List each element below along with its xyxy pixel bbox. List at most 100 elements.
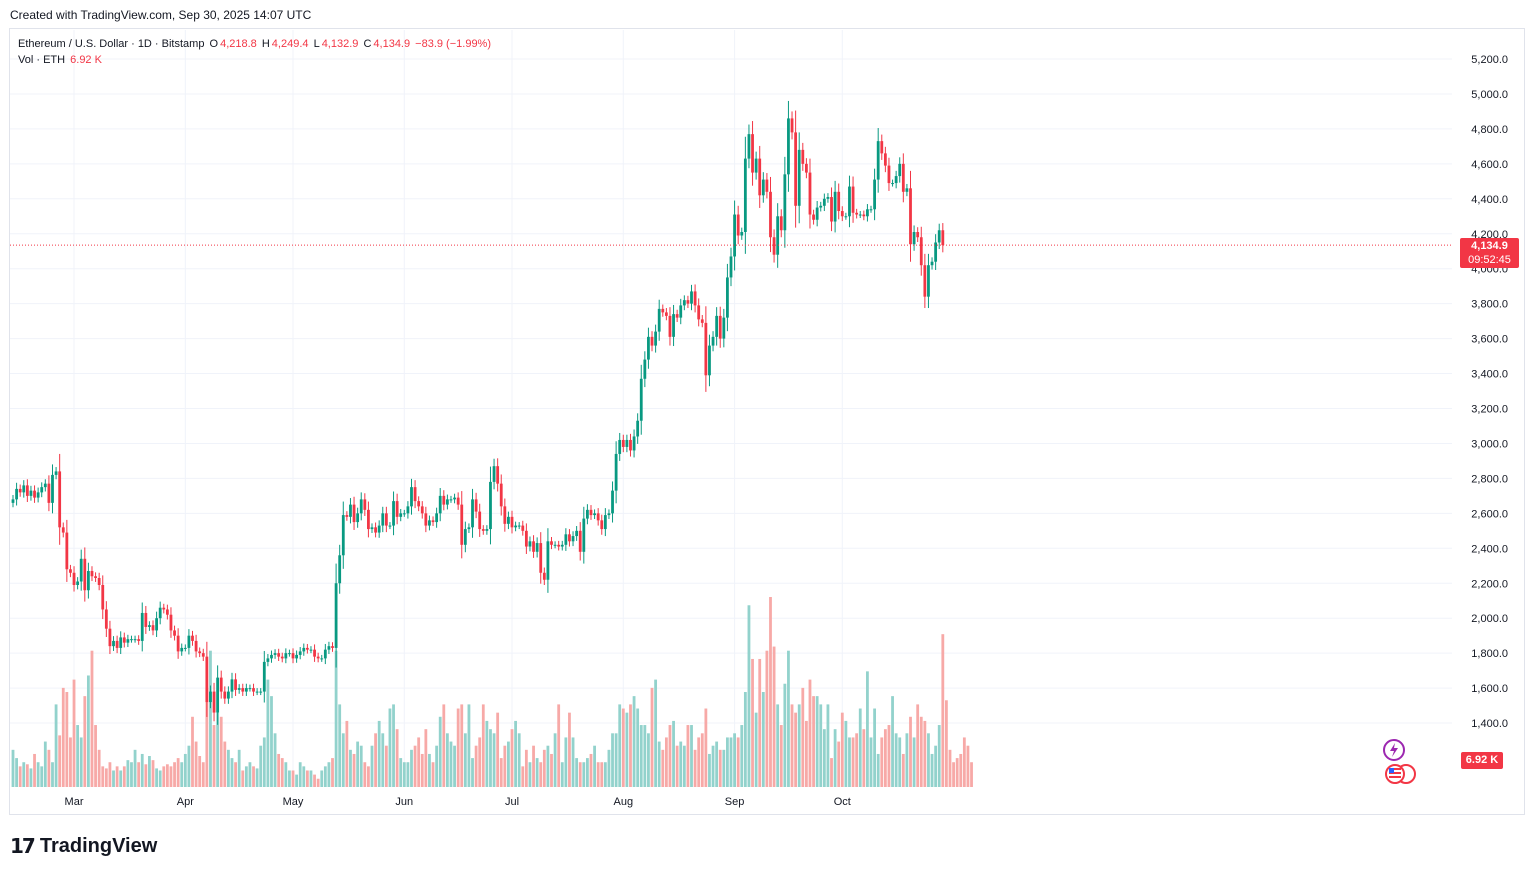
candle [481, 525, 485, 535]
volume-bar [901, 753, 905, 787]
candle-body [280, 656, 284, 659]
candle-body [528, 541, 532, 547]
candle [54, 467, 58, 480]
candle-body [112, 640, 115, 647]
chart-frame[interactable] [9, 28, 1525, 815]
candle-body [560, 544, 564, 547]
candle [844, 212, 848, 220]
volume-bar [309, 770, 313, 787]
candle [244, 683, 248, 696]
candle [603, 508, 607, 537]
candle-body [524, 530, 528, 547]
candle [812, 209, 815, 225]
candle-body [765, 179, 769, 192]
candle-body [887, 165, 891, 184]
candle [43, 479, 47, 492]
us-flag-event-icon[interactable] [1382, 762, 1418, 788]
candle [553, 541, 557, 549]
candle-body [456, 497, 460, 505]
volume-bar [244, 766, 248, 787]
candle [578, 522, 582, 561]
candle [395, 493, 399, 525]
candle-body [618, 439, 622, 454]
legend-volume-row: Vol · ETH 6.92 K [18, 52, 493, 68]
candle [693, 284, 697, 313]
candle [916, 227, 920, 243]
volume-bar [586, 758, 589, 787]
volume-bar [794, 712, 798, 787]
candle [772, 229, 776, 263]
volume-bar [112, 770, 115, 787]
lightning-icon[interactable] [1381, 737, 1407, 763]
candle-body [327, 646, 331, 650]
candle-body [844, 216, 848, 218]
volume-bar [909, 716, 912, 787]
candle [453, 493, 456, 504]
volume-bar [761, 692, 765, 787]
candle [927, 253, 930, 309]
candle-body [672, 314, 675, 337]
candle [463, 521, 467, 553]
candle-body [417, 501, 421, 507]
volume-bar [205, 687, 209, 787]
volume-bar [438, 716, 442, 787]
candle-body [600, 520, 604, 530]
candle-body [772, 237, 776, 255]
volume-bar [169, 766, 173, 787]
candle [664, 308, 668, 321]
candle [442, 490, 446, 511]
candle [180, 643, 184, 656]
candle [331, 642, 334, 652]
candle [589, 505, 593, 520]
candle [456, 492, 460, 510]
candle [334, 563, 338, 668]
tradingview-logo[interactable]: 17 TradingView [10, 834, 157, 858]
candle [399, 508, 403, 522]
candle-body [704, 322, 708, 376]
volume-bar [542, 749, 546, 787]
candle-body [776, 216, 780, 255]
candle [280, 652, 284, 663]
volume-bar [851, 737, 855, 787]
candle-body [367, 509, 370, 530]
candle [535, 537, 539, 558]
candle-body [514, 525, 517, 528]
price-axis: 5,200.0 5,000.0 4,800.0 4,600.0 4,400.0 4,200… [1471, 54, 1508, 730]
candle [661, 304, 665, 317]
volume-bar [711, 745, 715, 787]
volume-bar [722, 749, 726, 787]
candle [672, 304, 675, 347]
candle-body [478, 511, 482, 530]
candle [708, 334, 711, 387]
candle-body [370, 527, 374, 530]
volume-bar [474, 745, 478, 787]
candle [316, 652, 320, 663]
candle [69, 564, 72, 578]
candle-body [736, 214, 740, 236]
candle-body [176, 635, 180, 652]
candle [930, 257, 934, 270]
volume-bar [603, 762, 607, 787]
high-label: H [261, 38, 270, 50]
price-tick-label: 3,600.0 [1471, 334, 1508, 346]
candle-body [708, 345, 711, 376]
volume-bar [726, 737, 729, 787]
volume-bar [18, 766, 22, 787]
candle [381, 506, 385, 533]
volume-bar [374, 733, 377, 787]
candle-body [474, 499, 478, 512]
candle-body [453, 497, 456, 500]
candle-body [305, 647, 309, 650]
candle-body [542, 572, 546, 580]
volume-bar [69, 737, 72, 787]
time-tick-label: Mar [65, 796, 84, 808]
candle-body [259, 691, 263, 693]
candle-body [751, 134, 754, 173]
volume-bar [826, 704, 830, 787]
volume-bar [686, 725, 690, 787]
volume-bar [187, 745, 191, 787]
candle [47, 475, 51, 512]
candle-body [445, 499, 449, 505]
candle [801, 142, 805, 171]
